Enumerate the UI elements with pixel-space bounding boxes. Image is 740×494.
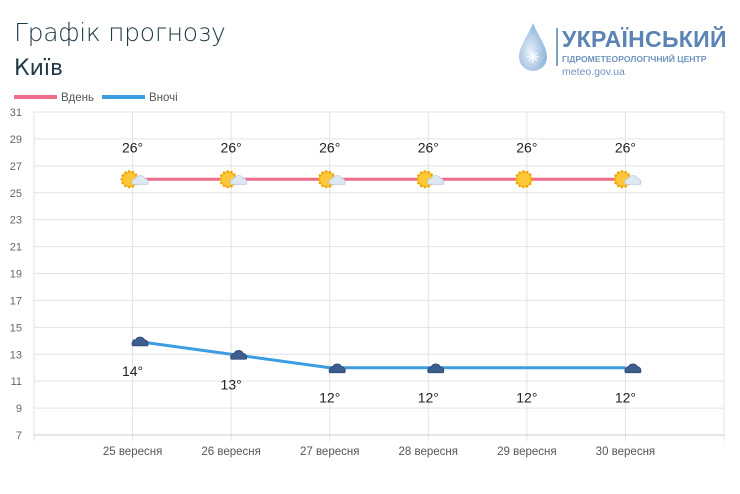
sun-cloud-icon bbox=[416, 170, 445, 189]
y-tick-label: 17 bbox=[10, 295, 22, 307]
data-label: 12° bbox=[516, 390, 537, 406]
y-tick-label: 23 bbox=[10, 215, 22, 227]
y-tick-label: 27 bbox=[10, 161, 22, 173]
data-label: 12° bbox=[418, 390, 439, 406]
sun-cloud-icon bbox=[613, 170, 642, 189]
page-title: Графік прогнозу bbox=[14, 18, 226, 47]
logo-site: meteo.gov.ua bbox=[562, 66, 625, 78]
data-label: 26° bbox=[516, 139, 537, 155]
y-tick-label: 25 bbox=[10, 188, 22, 200]
x-tick-label: 29 вересня bbox=[497, 446, 556, 458]
sun-cloud-icon bbox=[120, 170, 149, 189]
data-label: 26° bbox=[418, 139, 439, 155]
legend-item[interactable]: Вночі bbox=[102, 92, 178, 104]
legend: Вдень Вночі bbox=[14, 92, 178, 104]
logo-name: УКРАЇНСЬКИЙ bbox=[562, 26, 727, 52]
series: 26° 26° 26° 26° 26° 26° 14° 13° 12° 12° 12° 12° bbox=[120, 139, 642, 406]
moon-cloud-icon bbox=[219, 344, 248, 363]
data-label: 26° bbox=[221, 139, 242, 155]
series-line bbox=[132, 339, 626, 370]
moon-cloud-icon bbox=[120, 330, 149, 349]
y-tick-label: 13 bbox=[10, 349, 22, 361]
data-label: 26° bbox=[615, 139, 636, 155]
moon-cloud-icon bbox=[317, 357, 346, 376]
y-tick-label: 21 bbox=[10, 242, 22, 254]
legend-item[interactable]: Вдень bbox=[14, 92, 94, 104]
moon-cloud-icon bbox=[613, 357, 642, 376]
sun-icon bbox=[514, 170, 533, 189]
grid bbox=[33, 111, 725, 441]
data-label: 26° bbox=[122, 139, 143, 155]
y-tick-label: 31 bbox=[10, 107, 22, 119]
axes: 7 9 11 13 15 17 19 21 23 25 27 29 31 25 вересня 26 вер… bbox=[10, 107, 724, 458]
legend-label: Вночі bbox=[149, 92, 178, 104]
y-tick-label: 9 bbox=[16, 403, 22, 415]
y-tick-label: 29 bbox=[10, 134, 22, 146]
x-tick-label: 28 вересня bbox=[399, 446, 458, 458]
data-label: 14° bbox=[122, 363, 143, 379]
x-tick-label: 30 вересня bbox=[596, 446, 655, 458]
x-tick-label: 25 вересня bbox=[103, 446, 162, 458]
sun-cloud-icon bbox=[219, 170, 248, 189]
city-name: Київ bbox=[14, 56, 63, 81]
logo-divider bbox=[556, 28, 558, 66]
water-drop-icon bbox=[519, 23, 547, 71]
moon-cloud-icon bbox=[416, 357, 445, 376]
y-tick-label: 19 bbox=[10, 269, 22, 281]
y-tick-label: 11 bbox=[11, 376, 22, 388]
data-label: 13° bbox=[221, 376, 242, 392]
y-tick-label: 7 bbox=[16, 430, 22, 442]
logo-subname: ГІДРОМЕТЕОРОЛОГІЧНИЙ ЦЕНТР bbox=[562, 54, 707, 64]
data-label: 26° bbox=[319, 139, 340, 155]
data-label: 12° bbox=[615, 390, 636, 406]
data-label: 12° bbox=[319, 390, 340, 406]
legend-label: Вдень bbox=[61, 92, 94, 104]
y-tick-label: 15 bbox=[10, 322, 22, 334]
x-tick-label: 27 вересня bbox=[300, 446, 359, 458]
x-tick-label: 26 вересня bbox=[201, 446, 260, 458]
logo[interactable]: УКРАЇНСЬКИЙ ГІДРОМЕТЕОРОЛОГІЧНИЙ ЦЕНТР m… bbox=[514, 20, 727, 80]
sun-cloud-icon bbox=[317, 170, 346, 189]
